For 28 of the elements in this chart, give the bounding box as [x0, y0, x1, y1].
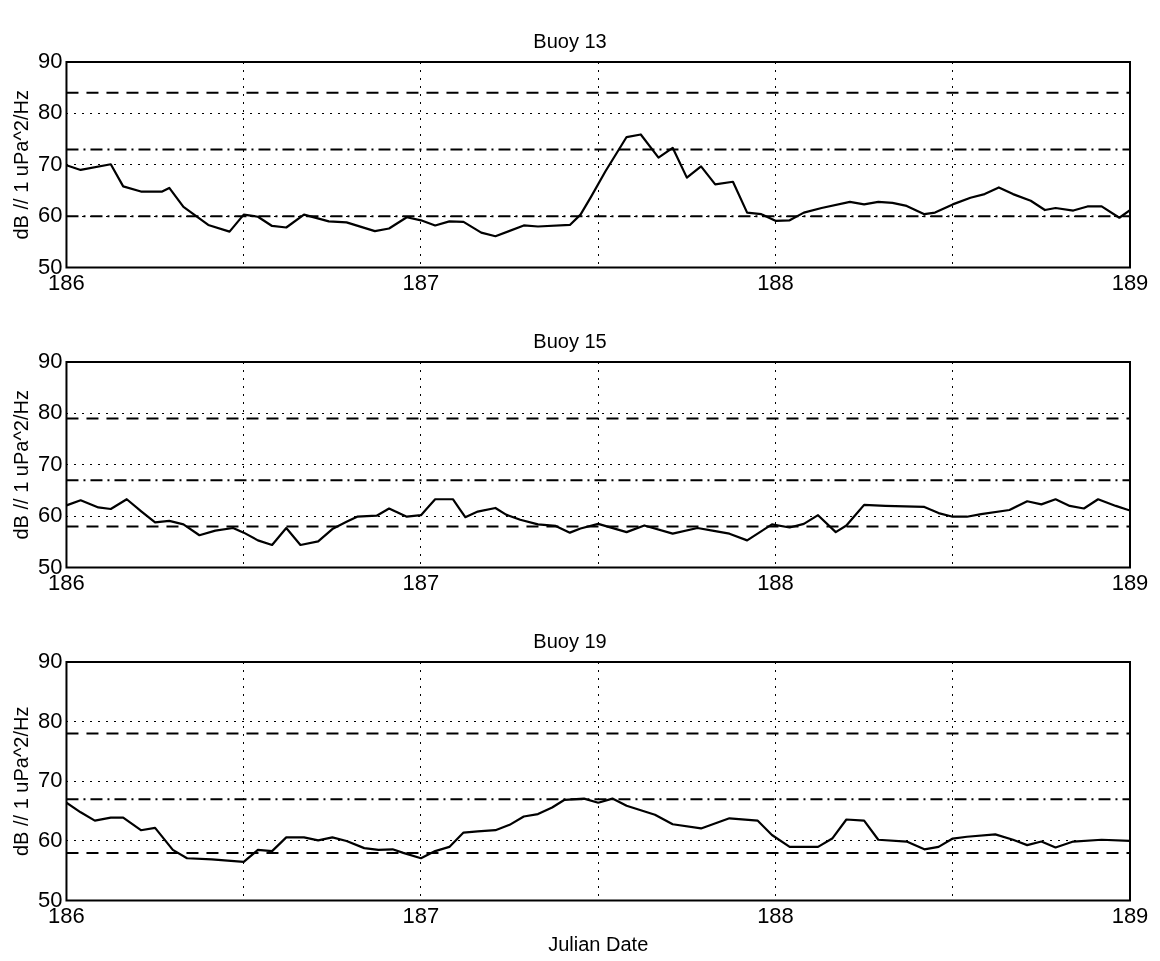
- y-tick-label: 80: [37, 99, 63, 125]
- y-axis-title: dB // 1 uPa^2/Hz: [9, 90, 32, 240]
- x-tick-label: 189: [1111, 269, 1149, 295]
- y-tick-label: 60: [37, 202, 63, 228]
- x-axis-title: Julian Date: [548, 932, 649, 955]
- chart-title: Buoy 19: [533, 629, 607, 652]
- x-tick-label: 189: [1111, 902, 1149, 928]
- chart-title: Buoy 13: [533, 29, 607, 52]
- y-tick-label: 70: [37, 150, 63, 176]
- x-tick-label: 187: [402, 269, 440, 295]
- y-tick-label: 90: [37, 348, 63, 374]
- y-tick-label: 80: [37, 399, 63, 425]
- x-tick-label: 188: [757, 569, 794, 595]
- y-axis-title: dB // 1 uPa^2/Hz: [9, 390, 32, 540]
- y-axis-title: dB // 1 uPa^2/Hz: [9, 706, 32, 857]
- y-tick-label: 60: [37, 827, 63, 853]
- x-tick-label: 187: [402, 902, 440, 928]
- x-tick-label: 188: [757, 902, 794, 928]
- y-tick-label: 60: [37, 502, 63, 528]
- x-tick-label: 188: [757, 269, 794, 295]
- y-tick-label: 70: [37, 767, 63, 793]
- y-tick-label: 90: [37, 648, 63, 674]
- y-tick-label: 90: [37, 48, 63, 74]
- chart-title: Buoy 15: [533, 329, 607, 352]
- y-tick-label: 80: [37, 707, 63, 733]
- x-tick-label: 187: [402, 569, 440, 595]
- y-tick-label: 70: [37, 450, 63, 476]
- x-tick-label: 189: [1111, 569, 1149, 595]
